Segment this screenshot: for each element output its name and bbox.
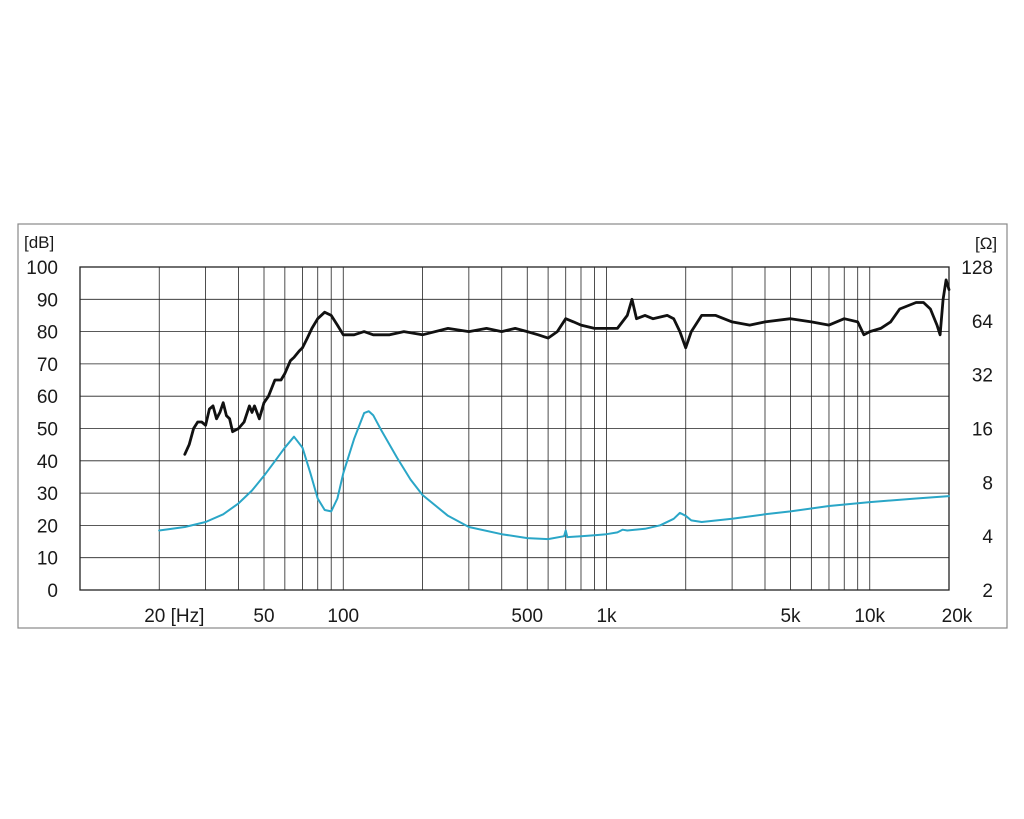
left-tick-label: 80 <box>37 323 58 344</box>
left-tick-label: 10 <box>37 549 58 570</box>
curves <box>158 278 951 541</box>
spl-curve <box>183 278 951 456</box>
left-axis-unit: [dB] <box>24 233 54 252</box>
left-tick-label: 30 <box>37 484 58 505</box>
axis-labels: [dB] [Ω] 0 10 20 30 40 50 60 70 80 90 100 2 4 8 16 32 64… <box>24 233 997 627</box>
x-tick-label: 20k <box>942 606 973 627</box>
right-tick-label: 4 <box>982 527 993 548</box>
impedance-curve <box>158 410 950 541</box>
left-tick-label: 0 <box>47 581 58 602</box>
left-tick-label: 60 <box>37 387 58 408</box>
plot-area-border <box>79 266 950 591</box>
x-tick-label: 100 <box>327 606 359 627</box>
left-tick-label: 40 <box>37 452 58 473</box>
left-tick-label: 90 <box>37 290 58 311</box>
right-tick-label: 8 <box>982 473 993 494</box>
grid-lines <box>80 266 950 591</box>
right-tick-label: 16 <box>972 420 993 441</box>
x-tick-label: 10k <box>854 606 885 627</box>
x-tick-label: 500 <box>511 606 543 627</box>
x-tick-label: 20 [Hz] <box>144 606 204 627</box>
x-tick-label: 5k <box>780 606 801 627</box>
left-tick-label: 20 <box>37 516 58 537</box>
x-tick-label: 1k <box>596 606 617 627</box>
right-axis-unit: [Ω] <box>975 234 997 253</box>
right-tick-label: 128 <box>961 258 993 279</box>
right-tick-label: 2 <box>982 581 993 602</box>
chart-frame <box>17 223 1008 629</box>
left-tick-label: 70 <box>37 355 58 376</box>
left-tick-label: 50 <box>37 420 58 441</box>
left-tick-label: 100 <box>26 258 58 279</box>
right-tick-label: 64 <box>972 312 994 333</box>
right-tick-label: 32 <box>972 366 993 387</box>
x-tick-label: 50 <box>253 606 274 627</box>
